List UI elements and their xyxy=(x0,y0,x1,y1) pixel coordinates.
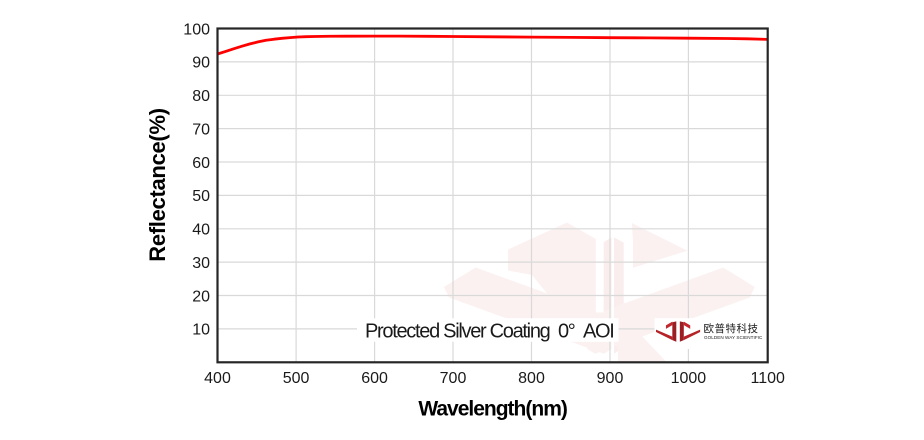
svg-text:400: 400 xyxy=(204,370,231,387)
svg-text:100: 100 xyxy=(183,21,210,38)
svg-text:90: 90 xyxy=(192,55,210,72)
svg-text:70: 70 xyxy=(192,121,210,138)
svg-text:1100: 1100 xyxy=(750,370,785,387)
svg-text:600: 600 xyxy=(361,370,388,387)
svg-text:Reflectance(%): Reflectance(%) xyxy=(145,108,170,262)
svg-text:30: 30 xyxy=(192,255,210,272)
svg-text:900: 900 xyxy=(597,370,624,387)
svg-text:Wavelength(nm): Wavelength(nm) xyxy=(418,398,567,421)
svg-text:500: 500 xyxy=(283,370,310,387)
svg-text:20: 20 xyxy=(192,288,210,305)
svg-text:40: 40 xyxy=(192,222,210,239)
svg-text:GOLDEN WAY SCIENTIFIC: GOLDEN WAY SCIENTIFIC xyxy=(704,335,763,340)
svg-text:50: 50 xyxy=(192,188,210,205)
svg-text:700: 700 xyxy=(440,370,467,387)
svg-text:60: 60 xyxy=(192,155,210,172)
svg-text:1000: 1000 xyxy=(671,370,707,387)
svg-text:欧普特科技: 欧普特科技 xyxy=(704,322,759,335)
svg-text:Protected Silver Coating 0°: Protected Silver Coating 0° AOI xyxy=(365,321,614,343)
svg-text:800: 800 xyxy=(518,370,545,387)
svg-text:80: 80 xyxy=(192,88,210,105)
svg-text:10: 10 xyxy=(192,322,210,339)
